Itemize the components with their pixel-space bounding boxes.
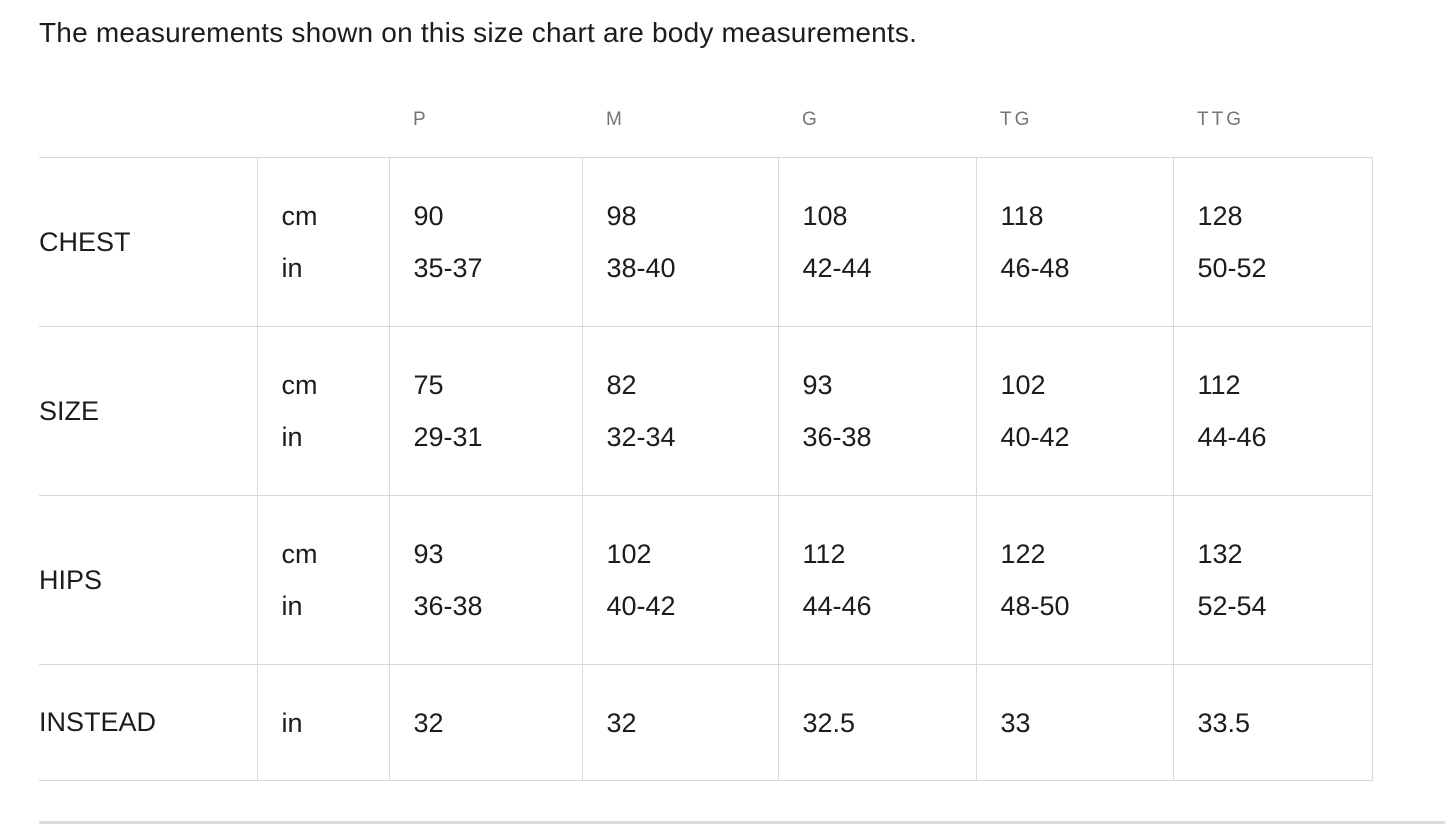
value-line: 98 — [606, 201, 637, 231]
value-cell: 90 35-37 — [388, 157, 583, 327]
value-line: 32 — [413, 707, 444, 738]
table-row-instead: INSTEAD in 32 32 32.5 33 33.5 — [39, 664, 1373, 781]
table-row-hips: HIPS cm in 93 36-38 102 40-42 112 44-46 — [39, 495, 1373, 665]
value-line: 82 — [606, 370, 637, 400]
value-cell: 122 48-50 — [975, 495, 1174, 665]
corner-spacer — [39, 50, 257, 158]
row-label-instead: INSTEAD — [39, 664, 258, 781]
value-line: 36-38 — [413, 591, 483, 621]
value-line: 90 — [413, 201, 444, 231]
size-chart-table: P M G TG TTG CHEST cm in 90 35-37 98 — [39, 50, 1373, 781]
value-line: 35-37 — [413, 253, 483, 283]
unit-line: cm — [281, 370, 318, 400]
value-cell: 108 42-44 — [777, 157, 977, 327]
unit-line: in — [281, 253, 303, 283]
value-cell: 32 — [388, 664, 583, 781]
bottom-divider — [39, 821, 1445, 824]
column-header-m: M — [606, 109, 625, 130]
value-line: 48-50 — [1000, 591, 1070, 621]
value-cell: 93 36-38 — [777, 326, 977, 496]
value-line: 52-54 — [1197, 591, 1267, 621]
value-line: 40-42 — [1000, 422, 1070, 452]
value-cell: 33 — [975, 664, 1174, 781]
value-line: 102 — [1000, 370, 1046, 400]
unit-line: in — [281, 422, 303, 452]
value-cell: 93 36-38 — [388, 495, 583, 665]
value-cell: 102 40-42 — [581, 495, 779, 665]
unit-column-spacer — [257, 50, 389, 158]
value-line: 46-48 — [1000, 253, 1070, 283]
value-cell: 102 40-42 — [975, 326, 1174, 496]
value-cell: 112 44-46 — [777, 495, 977, 665]
value-line: 33.5 — [1197, 707, 1251, 738]
value-line: 36-38 — [802, 422, 872, 452]
value-line: 112 — [802, 539, 846, 569]
unit-cell: cm in — [256, 495, 390, 665]
value-line: 102 — [606, 539, 652, 569]
value-line: 44-46 — [1197, 422, 1267, 452]
value-line: 40-42 — [606, 591, 676, 621]
row-label-size: SIZE — [39, 326, 258, 496]
unit-line: in — [281, 591, 303, 621]
row-label-chest: CHEST — [39, 157, 258, 327]
unit-cell: cm in — [256, 326, 390, 496]
value-line: 33 — [1000, 707, 1031, 738]
table-header-row: P M G TG TTG — [39, 50, 1372, 158]
column-header-g: G — [802, 109, 820, 130]
value-cell: 33.5 — [1172, 664, 1373, 781]
value-line: 75 — [413, 370, 444, 400]
value-line: 32-34 — [606, 422, 676, 452]
value-line: 128 — [1197, 201, 1243, 231]
table-row-chest: CHEST cm in 90 35-37 98 38-40 108 42-44 — [39, 157, 1373, 327]
value-line: 32 — [606, 707, 637, 738]
value-line: 132 — [1197, 539, 1243, 569]
unit-cell: in — [256, 664, 390, 781]
unit-line: cm — [281, 539, 318, 569]
value-line: 118 — [1000, 201, 1044, 231]
value-line: 50-52 — [1197, 253, 1267, 283]
value-cell: 32.5 — [777, 664, 977, 781]
value-line: 32.5 — [802, 707, 856, 738]
value-cell: 98 38-40 — [581, 157, 779, 327]
table-row-size: SIZE cm in 75 29-31 82 32-34 93 36-38 — [39, 326, 1373, 496]
value-line: 38-40 — [606, 253, 676, 283]
unit-cell: cm in — [256, 157, 390, 327]
unit-line: cm — [281, 201, 318, 231]
value-line: 42-44 — [802, 253, 872, 283]
value-cell: 132 52-54 — [1172, 495, 1373, 665]
value-cell: 128 50-52 — [1172, 157, 1373, 327]
value-line: 44-46 — [802, 591, 872, 621]
column-header-p: P — [413, 109, 429, 130]
column-header-tg: TG — [1000, 109, 1033, 130]
value-cell: 118 46-48 — [975, 157, 1174, 327]
page-title: The measurements shown on this size char… — [39, 17, 918, 48]
value-cell: 82 32-34 — [581, 326, 779, 496]
value-cell: 112 44-46 — [1172, 326, 1373, 496]
column-header-ttg: TTG — [1197, 109, 1244, 130]
value-line: 122 — [1000, 539, 1046, 569]
value-line: 29-31 — [413, 422, 483, 452]
value-cell: 32 — [581, 664, 779, 781]
value-line: 112 — [1197, 370, 1241, 400]
value-line: 93 — [413, 539, 444, 569]
value-line: 93 — [802, 370, 833, 400]
value-line: 108 — [802, 201, 848, 231]
row-label-hips: HIPS — [39, 495, 258, 665]
value-cell: 75 29-31 — [388, 326, 583, 496]
unit-line: in — [281, 707, 303, 738]
